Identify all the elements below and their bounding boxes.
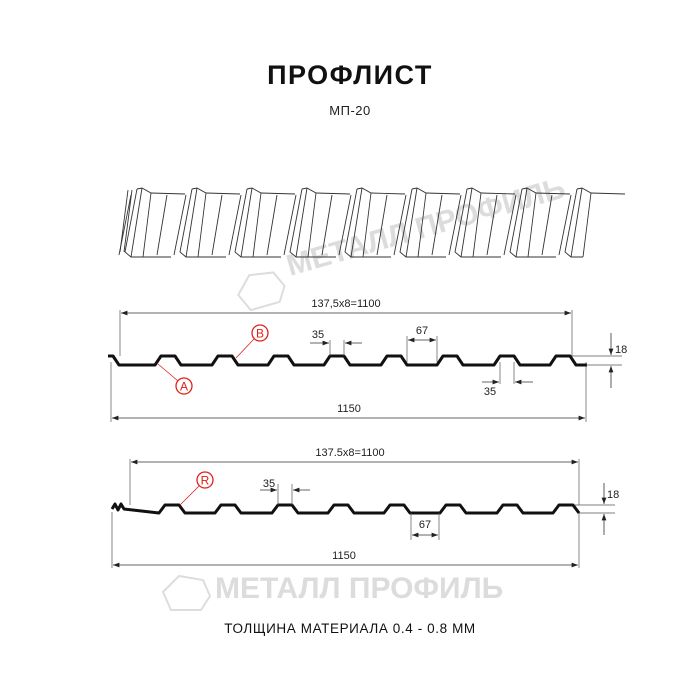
sheet-edge: [472, 192, 482, 258]
width-dimension: 1150: [337, 403, 361, 415]
sheet-edge: [338, 194, 352, 256]
sheet-edge: [283, 194, 297, 256]
sheet-edge: [197, 192, 207, 258]
sheet-edge: [376, 194, 388, 256]
sheet-edge: [246, 187, 296, 195]
sheet-edge: [527, 192, 537, 258]
sheet-edge: [142, 192, 152, 258]
material-thickness: ТОЛЩИНА МАТЕРИАЛА 0.4 - 0.8 ММ: [224, 621, 476, 636]
sheet-edge: [399, 188, 418, 258]
sheet-edge: [301, 187, 351, 195]
rib-dimension: 67: [416, 325, 428, 337]
sheet-edge: [582, 192, 592, 258]
sheet-edge: [173, 194, 187, 256]
page-title: ПРОФЛИСТ: [267, 60, 433, 90]
sheet-edge: [558, 194, 572, 256]
sheet-edge: [179, 188, 198, 258]
sheet-edge: [393, 194, 407, 256]
height-dimension: 18: [615, 344, 627, 356]
profile-ab: 137,5x8=1100 1150 35 67 35 18 B A: [108, 298, 627, 422]
sheet-edge: [576, 187, 626, 195]
sheet-edge: [321, 194, 333, 256]
sheet-edge: [503, 194, 517, 256]
sheet-edge: [124, 188, 143, 258]
sheet-edge: [136, 187, 186, 195]
pitch-dimension: 137,5x8=1100: [311, 298, 380, 310]
logo-icon: [237, 271, 286, 312]
sheet-edge: [515, 187, 528, 258]
sheet-edge: [307, 192, 317, 258]
width-dimension: 1150: [332, 550, 356, 562]
logo-icon: [161, 574, 212, 611]
sheet-edge: [211, 194, 223, 256]
sheet-edge: [240, 187, 253, 258]
crest-dimension: 35: [263, 478, 275, 490]
sheet-edge: [431, 194, 443, 256]
sheet-edge: [362, 192, 372, 258]
sheet-edge: [411, 187, 461, 195]
sheet-edge: [185, 187, 198, 258]
callout-r-label: R: [201, 474, 210, 488]
sheet-edge: [234, 188, 253, 258]
sheet-edge: [228, 194, 242, 256]
sheet-edge: [448, 194, 462, 256]
callout-a: [175, 377, 193, 395]
sheet-edge: [356, 187, 406, 195]
height-dimension: 18: [607, 489, 619, 501]
sheet-edge: [454, 188, 473, 258]
pitch-dimension: 137.5x8=1100: [315, 447, 384, 459]
sheet-edge: [564, 188, 583, 258]
watermark-bottom: МЕТАЛЛ ПРОФИЛЬ: [161, 572, 503, 611]
sheet-edge: [156, 194, 168, 256]
sheet-edge: [344, 188, 363, 258]
sheet-edge: [521, 187, 571, 195]
crest-dimension: 35: [312, 329, 324, 341]
valley-dimension: 35: [484, 386, 496, 398]
callout-a-label: A: [180, 380, 188, 394]
callout-b: [251, 324, 269, 342]
sheet-edge: [486, 194, 498, 256]
sheet-edge: [118, 194, 132, 256]
sheet-edge: [289, 188, 308, 258]
sheet-edge: [460, 187, 473, 258]
profile-line: [108, 354, 587, 367]
rib-dimension: 67: [419, 519, 431, 531]
sheet-3d-view: [118, 187, 626, 258]
sheet-edge: [295, 187, 308, 258]
callout-b-label: B: [256, 327, 264, 341]
sheet-edge: [541, 194, 553, 256]
profile-line: [110, 502, 581, 515]
sheet-edge: [252, 192, 262, 258]
profile-model: МП-20: [329, 103, 371, 118]
callout-r: [196, 471, 214, 489]
sheet-edge: [123, 189, 133, 253]
sheet-edge: [405, 187, 418, 258]
watermark-text: МЕТАЛЛ ПРОФИЛЬ: [215, 572, 503, 605]
sheet-edge: [466, 187, 516, 195]
sheet-edge: [509, 188, 528, 258]
sheet-edge: [266, 194, 278, 256]
profile-r: 137.5x8=1100 1150 35 67 18 R: [110, 447, 619, 568]
sheet-edge: [417, 192, 427, 258]
sheet-edge: [570, 187, 583, 258]
sheet-edge: [191, 187, 241, 195]
sheet-edge: [350, 187, 363, 258]
sheet-edge: [130, 187, 143, 258]
